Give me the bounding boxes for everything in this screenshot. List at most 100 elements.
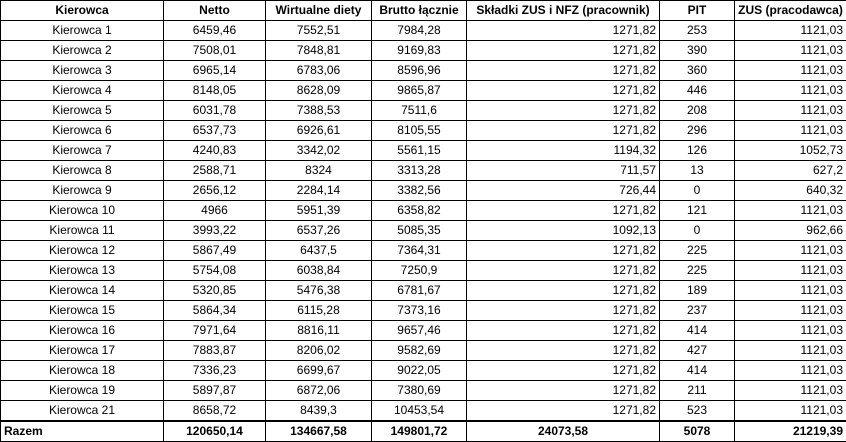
- cell-kierowca: Kierowca 8: [0, 160, 164, 181]
- table-row: Kierowca 19 5897,87 6872,06 7380,69 1271,82 2…: [0, 380, 846, 401]
- cell-zus-pracodawca: 1121,03: [734, 80, 846, 101]
- cell-netto: 4966: [163, 200, 266, 221]
- cell-pit: 296: [659, 120, 735, 141]
- cell-netto: 5897,87: [163, 380, 266, 401]
- cell-wirtualne-diety: 6926,61: [265, 120, 372, 141]
- cell-netto: 5320,85: [163, 280, 266, 301]
- cell-zus-pracodawca: 1121,03: [734, 20, 846, 41]
- cell-zus-pracodawca: 627,2: [734, 160, 846, 181]
- total-skladki: 24073,58: [466, 420, 660, 442]
- cell-kierowca: Kierowca 21: [0, 400, 164, 422]
- cell-zus-pracodawca: 1121,03: [734, 200, 846, 221]
- cell-zus-pracodawca: 1121,03: [734, 60, 846, 81]
- table-row: Kierowca 6 6537,73 6926,61 8105,55 1271,82 29…: [0, 120, 846, 141]
- cell-netto: 2656,12: [163, 180, 266, 201]
- cell-wirtualne-diety: 6872,06: [265, 380, 372, 401]
- cell-wirtualne-diety: 8324: [265, 160, 372, 181]
- table-row: Kierowca 1 6459,46 7552,51 7984,28 1271,82 25…: [0, 20, 846, 41]
- table-row: Kierowca 15 5864,34 6115,28 7373,16 1271,82 2…: [0, 300, 846, 321]
- cell-kierowca: Kierowca 7: [0, 140, 164, 161]
- cell-pit: 225: [659, 240, 735, 261]
- cell-wirtualne-diety: 6038,84: [265, 260, 372, 281]
- cell-skladki: 1271,82: [466, 80, 660, 101]
- cell-brutto-lacznie: 9657,46: [371, 320, 467, 341]
- cell-kierowca: Kierowca 5: [0, 100, 164, 121]
- cell-wirtualne-diety: 8206,02: [265, 340, 372, 361]
- cell-brutto-lacznie: 9865,87: [371, 80, 467, 101]
- cell-wirtualne-diety: 6783,06: [265, 60, 372, 81]
- cell-brutto-lacznie: 3382,56: [371, 180, 467, 201]
- cell-brutto-lacznie: 9022,05: [371, 360, 467, 381]
- header-skladki-zus-nfz: Składki ZUS i NFZ (pracownik): [466, 0, 660, 21]
- cell-zus-pracodawca: 1121,03: [734, 320, 846, 341]
- cell-wirtualne-diety: 7552,51: [265, 20, 372, 41]
- cell-zus-pracodawca: 1121,03: [734, 380, 846, 401]
- cell-pit: 0: [659, 220, 735, 241]
- cell-pit: 253: [659, 20, 735, 41]
- cell-wirtualne-diety: 8439,3: [265, 400, 372, 422]
- cell-netto: 7971,64: [163, 320, 266, 341]
- table-row: Kierowca 21 8658,72 8439,3 10453,54 1271,82 5…: [0, 400, 846, 422]
- header-row: Kierowca Netto Wirtualne diety Brutto łą…: [0, 0, 846, 21]
- cell-kierowca: Kierowca 18: [0, 360, 164, 381]
- cell-skladki: 1271,82: [466, 100, 660, 121]
- cell-brutto-lacznie: 8105,55: [371, 120, 467, 141]
- cell-pit: 427: [659, 340, 735, 361]
- cell-wirtualne-diety: 3342,02: [265, 140, 372, 161]
- cell-kierowca: Kierowca 19: [0, 380, 164, 401]
- cell-pit: 237: [659, 300, 735, 321]
- cell-skladki: 1271,82: [466, 280, 660, 301]
- cell-netto: 7508,01: [163, 40, 266, 61]
- cell-zus-pracodawca: 1121,03: [734, 40, 846, 61]
- cell-brutto-lacznie: 5085,35: [371, 220, 467, 241]
- cell-pit: 208: [659, 100, 735, 121]
- cell-pit: 414: [659, 360, 735, 381]
- cell-netto: 8148,05: [163, 80, 266, 101]
- cell-kierowca: Kierowca 12: [0, 240, 164, 261]
- header-brutto-lacznie: Brutto łącznie: [371, 0, 467, 21]
- cell-zus-pracodawca: 640,32: [734, 180, 846, 201]
- cell-skladki: 1271,82: [466, 40, 660, 61]
- cell-pit: 446: [659, 80, 735, 101]
- cell-brutto-lacznie: 5561,15: [371, 140, 467, 161]
- total-brutto-lacznie: 149801,72: [371, 420, 467, 442]
- cell-netto: 8658,72: [163, 400, 266, 422]
- cell-netto: 4240,83: [163, 140, 266, 161]
- cell-netto: 5754,08: [163, 260, 266, 281]
- cell-skladki: 1271,82: [466, 120, 660, 141]
- cell-zus-pracodawca: 1121,03: [734, 120, 846, 141]
- cell-brutto-lacznie: 8596,96: [371, 60, 467, 81]
- cell-brutto-lacznie: 10453,54: [371, 400, 467, 422]
- header-zus-pracodawca: ZUS (pracodawca): [734, 0, 846, 21]
- table-row: Kierowca 18 7336,23 6699,67 9022,05 1271,82 4…: [0, 360, 846, 381]
- table-row: Kierowca 16 7971,64 8816,11 9657,46 1271,82 4…: [0, 320, 846, 341]
- table-row: Kierowca 9 2656,12 2284,14 3382,56 726,44 0 64…: [0, 180, 846, 201]
- table-row: Kierowca 11 3993,22 6537,26 5085,35 1092,13 0…: [0, 220, 846, 241]
- total-pit: 5078: [659, 420, 735, 442]
- cell-netto: 3993,22: [163, 220, 266, 241]
- cell-netto: 6031,78: [163, 100, 266, 121]
- cell-pit: 225: [659, 260, 735, 281]
- cell-brutto-lacznie: 7380,69: [371, 380, 467, 401]
- cell-kierowca: Kierowca 2: [0, 40, 164, 61]
- table-row: Kierowca 4 8148,05 8628,09 9865,87 1271,82 44…: [0, 80, 846, 101]
- cell-kierowca: Kierowca 10: [0, 200, 164, 221]
- cell-zus-pracodawca: 1121,03: [734, 400, 846, 422]
- total-wirtualne-diety: 134667,58: [265, 420, 372, 442]
- cell-wirtualne-diety: 6115,28: [265, 300, 372, 321]
- cell-skladki: 1271,82: [466, 200, 660, 221]
- cell-brutto-lacznie: 6358,82: [371, 200, 467, 221]
- cell-skladki: 1271,82: [466, 240, 660, 261]
- cell-skladki: 1271,82: [466, 380, 660, 401]
- cell-kierowca: Kierowca 14: [0, 280, 164, 301]
- cell-pit: 390: [659, 40, 735, 61]
- cell-skladki: 1271,82: [466, 340, 660, 361]
- cell-skladki: 1271,82: [466, 320, 660, 341]
- cell-wirtualne-diety: 7848,81: [265, 40, 372, 61]
- cell-kierowca: Kierowca 15: [0, 300, 164, 321]
- cell-skladki: 1271,82: [466, 400, 660, 422]
- cell-brutto-lacznie: 9582,69: [371, 340, 467, 361]
- cell-zus-pracodawca: 1121,03: [734, 100, 846, 121]
- table-row: Kierowca 7 4240,83 3342,02 5561,15 1194,32 12…: [0, 140, 846, 161]
